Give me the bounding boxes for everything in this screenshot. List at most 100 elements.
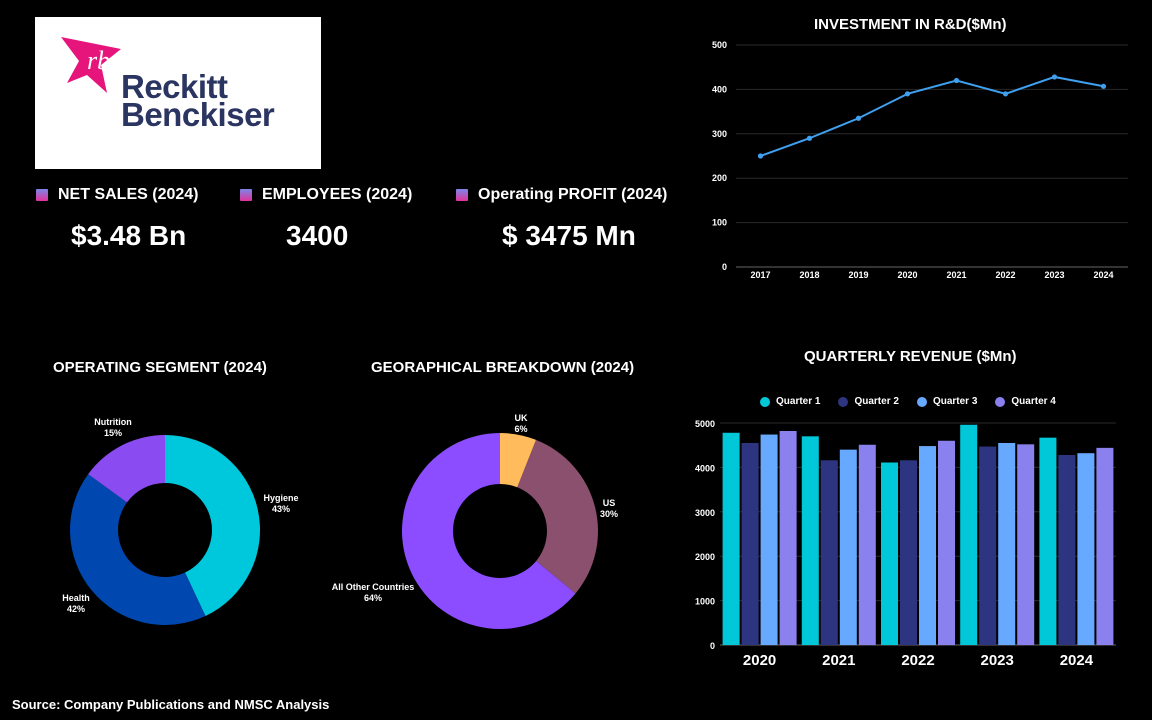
data-point: [953, 77, 960, 84]
y-tick-label: 4000: [695, 463, 715, 473]
bar-quarter-3: [839, 449, 857, 645]
slice-percent: 64%: [364, 593, 382, 603]
slice-percent: 15%: [104, 428, 122, 438]
kpi-label: EMPLOYEES (2024): [262, 186, 413, 203]
kpi-label: Operating PROFIT (2024): [478, 186, 668, 203]
x-tick-label: 2021: [946, 270, 966, 280]
bar-quarter-1: [881, 462, 898, 645]
data-point: [1100, 83, 1107, 89]
x-tick-label: 2024: [1060, 652, 1094, 669]
bar-quarter-2: [1058, 454, 1076, 645]
data-point: [904, 91, 911, 97]
x-tick-label: 2021: [822, 652, 855, 669]
bar-quarter-2: [900, 460, 917, 645]
x-tick-label: 2023: [981, 652, 1014, 669]
slice-all-other-countries: [402, 433, 576, 629]
y-tick-label: 300: [712, 129, 727, 139]
kpi-employees: EMPLOYEES (2024) 3400: [240, 186, 413, 251]
data-point: [1051, 74, 1058, 80]
bar-quarter-2: [741, 442, 759, 645]
x-tick-label: 2022: [901, 652, 934, 669]
legend-label: Quarter 4: [1011, 396, 1056, 407]
bar-quarter-4: [779, 430, 797, 645]
kpi-value: 3400: [286, 220, 349, 251]
bar-quarter-1: [801, 436, 819, 645]
y-tick-label: 400: [712, 84, 727, 94]
bar-quarter-1: [1039, 437, 1057, 645]
legend-item: Quarter 3: [916, 396, 978, 407]
legend-item: Quarter 1: [760, 396, 820, 407]
kpi-value: $3.48 Bn: [71, 220, 187, 251]
x-tick-label: 2020: [743, 652, 776, 669]
bar-quarter-4: [858, 444, 876, 645]
bar-quarter-3: [760, 434, 778, 645]
y-tick-label: 200: [712, 173, 727, 183]
kpi-value: $ 3475 Mn: [502, 220, 636, 251]
slice-label: Health: [62, 593, 90, 603]
y-tick-label: 0: [722, 262, 727, 272]
bar-quarter-2: [820, 460, 838, 645]
legend-dot-icon: [838, 396, 849, 407]
kpi-net-sales: NET SALES (2024) $3.48 Bn: [36, 186, 198, 251]
kpi-square-icon: [240, 189, 252, 201]
rb-logo-icon: rb: [61, 37, 121, 93]
slice-us: [517, 439, 598, 594]
slice-percent: 6%: [514, 424, 527, 434]
kpi-square-icon: [456, 189, 468, 201]
bar-quarter-4: [1017, 444, 1035, 645]
bar-quarter-4: [1096, 447, 1114, 645]
bar-quarter-2: [979, 446, 997, 645]
slice-label: All Other Countries: [332, 582, 415, 592]
segment-chart-title: OPERATING SEGMENT (2024): [53, 359, 267, 376]
bar-quarter-3: [998, 442, 1016, 645]
slice-label: Hygiene: [263, 493, 298, 503]
legend-label: Quarter 2: [854, 396, 899, 407]
slice-health: [69, 474, 206, 625]
logo-line-2: Benckiser: [121, 96, 275, 133]
legend-item: Quarter 4: [995, 396, 1056, 407]
x-tick-label: 2017: [750, 270, 770, 280]
bar-quarter-1: [960, 424, 978, 645]
y-tick-label: 3000: [695, 508, 715, 518]
y-tick-label: 0: [710, 641, 715, 651]
data-point: [855, 115, 862, 121]
source-note: Source: Company Publications and NMSC An…: [12, 697, 330, 712]
x-tick-label: 2018: [799, 270, 819, 280]
slice-hygiene: [165, 435, 261, 616]
y-tick-label: 2000: [695, 552, 715, 562]
data-point: [757, 153, 764, 159]
slice-percent: 42%: [67, 604, 85, 614]
legend-dot-icon: [916, 396, 927, 407]
bar-quarter-4: [938, 440, 955, 645]
y-tick-label: 1000: [695, 597, 715, 607]
slice-percent: 43%: [272, 504, 290, 514]
legend-item: Quarter 2: [838, 396, 899, 407]
data-point: [806, 135, 813, 141]
x-tick-label: 2023: [1044, 270, 1064, 280]
slice-uk: [500, 433, 537, 488]
bar-quarter-3: [919, 446, 936, 645]
logo-line-1: Reckitt: [121, 68, 228, 105]
geo-chart-title: GEORAPHICAL BREAKDOWN (2024): [371, 359, 635, 376]
rnd-series-line: [760, 75, 1104, 157]
y-tick-label: 5000: [695, 419, 715, 429]
data-point: [1002, 91, 1009, 97]
y-tick-label: 100: [712, 218, 727, 228]
legend-dot-icon: [760, 396, 770, 407]
x-tick-label: 2024: [1093, 270, 1113, 280]
logo-wordmark: Reckitt Benckiser: [121, 68, 275, 133]
quarterly-legend: Quarter 1 Quarter 2 Quarter 3 Quarter 4: [760, 396, 1074, 407]
company-logo: rb Reckitt Benckiser: [35, 17, 321, 169]
rnd-chart-title: INVESTMENT IN R&D($Mn): [814, 16, 1007, 33]
legend-label: Quarter 3: [932, 396, 978, 407]
slice-label: US: [603, 498, 616, 508]
kpi-square-icon: [36, 189, 48, 201]
bar-quarter-3: [1077, 453, 1095, 645]
legend-label: Quarter 1: [776, 396, 821, 407]
x-tick-label: 2020: [897, 270, 917, 280]
x-tick-label: 2019: [848, 270, 868, 280]
quarterly-chart-title: QUARTERLY REVENUE ($Mn): [804, 348, 1017, 365]
